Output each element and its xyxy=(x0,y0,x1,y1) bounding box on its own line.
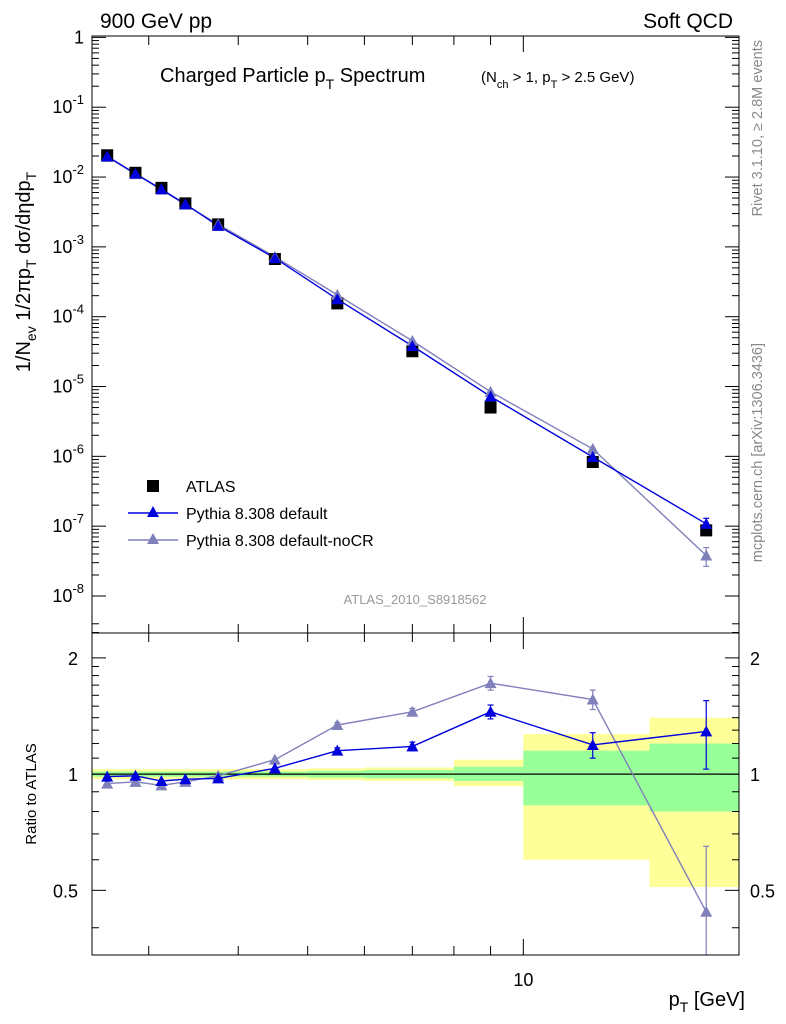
legend-label-nocr: Pythia 8.308 default-noCR xyxy=(186,533,374,550)
y-tick-label: 10-6 xyxy=(52,441,84,466)
source-label: mcplots.cern.ch [arXiv:1306.3436] xyxy=(750,343,766,562)
y-tick-label: 10-3 xyxy=(52,232,84,257)
ratio-y-tick-label-right: 2 xyxy=(750,649,760,669)
ratio-default-point xyxy=(700,725,713,737)
default-point xyxy=(586,450,599,462)
ratio-default-point xyxy=(212,772,225,784)
ratio-default-point xyxy=(179,773,192,785)
ratio-default-point xyxy=(484,705,497,717)
legend-label-default: Pythia 8.308 default xyxy=(186,506,328,523)
ratio-nocr-point xyxy=(331,719,344,731)
ratio-default-point xyxy=(155,774,168,786)
legend: ATLAS Pythia 8.308 default Pythia 8.308 … xyxy=(128,479,374,550)
y-tick-label: 1 xyxy=(74,27,84,47)
default-point xyxy=(331,293,344,305)
ratio-frame xyxy=(91,632,740,956)
nocr-point xyxy=(700,549,713,561)
ratio-nocr-point xyxy=(268,753,281,765)
y-tick-label: 10-5 xyxy=(52,372,84,397)
legend-marker-nocr xyxy=(147,533,159,544)
chart-title-cuts: (Nch > 1, pT > 2.5 GeV) xyxy=(481,69,634,91)
default-point xyxy=(406,340,419,352)
ratio-y-tick-label-right: 1 xyxy=(750,765,760,785)
legend-marker-atlas xyxy=(147,480,159,492)
ratio-y-tick-label: 0.5 xyxy=(53,881,78,901)
legend-label-atlas: ATLAS xyxy=(186,479,236,496)
ratio-default-point xyxy=(268,762,281,774)
series-line-default xyxy=(106,155,707,525)
x-tick-label: 10 xyxy=(513,970,533,990)
y-tick-label: 10-2 xyxy=(52,162,84,187)
legend-marker-default xyxy=(147,506,159,517)
chart-title: Charged Particle pT Spectrum xyxy=(160,65,425,92)
y-tick-label: 10-8 xyxy=(52,581,84,606)
ratio-default-point xyxy=(101,770,114,782)
band-inner xyxy=(649,743,739,812)
x-axis-label: pT [GeV] xyxy=(669,989,745,1015)
ratio-nocr-point xyxy=(700,905,713,917)
ratio-y-tick-label: 2 xyxy=(68,649,78,669)
default-point xyxy=(101,150,114,162)
ratio-default-point xyxy=(331,744,344,756)
ratio-y-tick-label: 1 xyxy=(68,765,78,785)
band-inner xyxy=(523,750,650,806)
category-label: Soft QCD xyxy=(643,10,733,33)
energy-label: 900 GeV pp xyxy=(100,10,212,33)
ratio-y-tick-label-right: 0.5 xyxy=(750,881,775,901)
ratio-default-point xyxy=(129,769,142,781)
y-tick-label: 10-4 xyxy=(52,302,84,327)
y-tick-label: 10-7 xyxy=(52,511,84,536)
ratio-nocr-point xyxy=(586,693,599,705)
default-point xyxy=(268,252,281,264)
default-point xyxy=(155,183,168,195)
ratio-default-point xyxy=(406,740,419,752)
ratio-nocr-point xyxy=(101,777,114,789)
main-y-axis-label: 1/Nev 1/2πpT dσ/dηdpT xyxy=(13,171,39,372)
atlas-point xyxy=(484,401,497,414)
main-panel: 10-8 10-7 10-6 10-5 10-4 10-3 10-2 10-1 1 Charge… xyxy=(13,27,740,634)
ratio-panel: 10 0.5 0.5 1 1 2 2 Ratio to ATLAS xyxy=(23,632,775,990)
ratio-nocr-point xyxy=(406,705,419,717)
default-point xyxy=(212,219,225,231)
default-point xyxy=(700,517,713,529)
rivet-label: Rivet 3.1.10, ≥ 2.8M events xyxy=(750,40,766,216)
nocr-point xyxy=(586,442,599,454)
ratio-nocr-point xyxy=(129,775,142,787)
default-point xyxy=(179,198,192,210)
default-point xyxy=(129,167,142,179)
y-tick-label: 10-1 xyxy=(52,92,84,117)
analysis-tag: ATLAS_2010_S8918562 xyxy=(344,592,487,607)
ratio-default-point xyxy=(586,738,599,750)
ratio-nocr-point xyxy=(484,677,497,689)
ratio-y-axis-label: Ratio to ATLAS xyxy=(23,743,40,844)
default-point xyxy=(484,390,497,402)
